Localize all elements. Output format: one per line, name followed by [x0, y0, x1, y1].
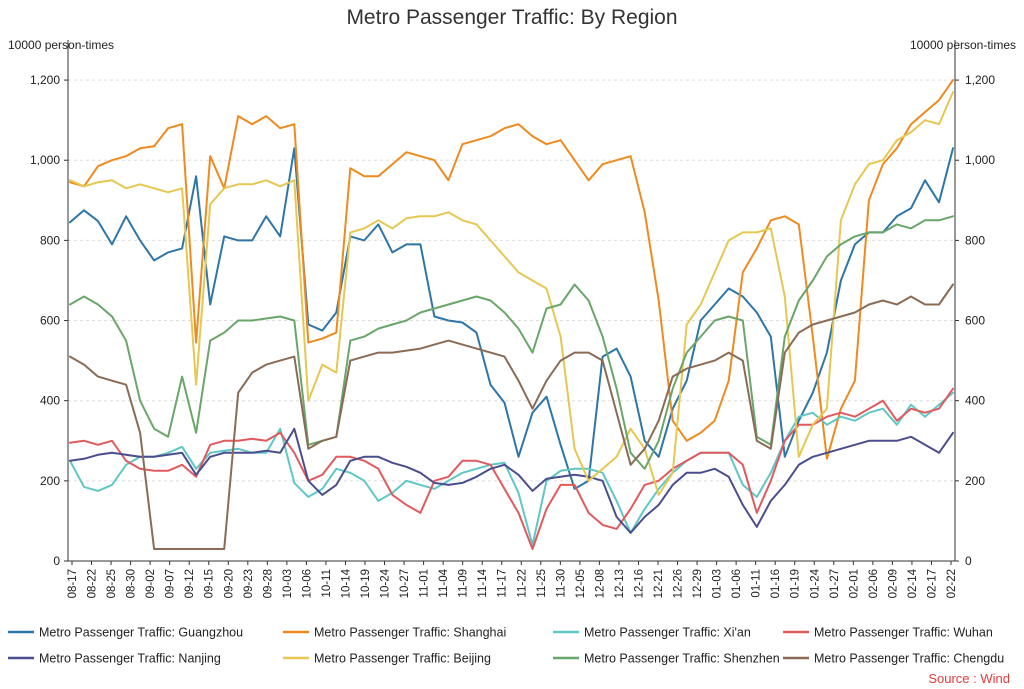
x-tick-label: 12-16	[633, 569, 645, 598]
x-tick-label: 01-27	[829, 569, 841, 598]
x-tick-label: 12-08	[594, 569, 606, 598]
x-tick-label: 01-24	[809, 568, 821, 598]
left-tick-label: 800	[40, 233, 60, 247]
x-tick-label: 11-09	[458, 569, 470, 598]
right-tick-label: 800	[965, 233, 985, 247]
x-tick-label: 01-19	[790, 569, 802, 598]
x-tick-label: 11-22	[516, 569, 528, 598]
x-tick-label: 08-25	[106, 569, 118, 598]
series-lines	[69, 79, 954, 550]
x-tick-label: 11-17	[497, 569, 509, 598]
x-tick-label: 11-30	[555, 569, 567, 598]
legend-item: Metro Passenger Traffic: Nanjing	[8, 652, 221, 666]
x-tick-label: 09-23	[243, 569, 255, 598]
legend-label: Metro Passenger Traffic: Wuhan	[814, 626, 993, 640]
legend-item: Metro Passenger Traffic: Beijing	[283, 652, 491, 666]
left-tick-label: 1,200	[30, 73, 60, 87]
x-tick-label: 10-11	[321, 569, 333, 598]
right-tick-label: 200	[965, 474, 985, 488]
x-tick-label: 10-03	[282, 569, 294, 598]
x-tick-label: 10-06	[301, 569, 313, 598]
x-tick-label: 11-01	[419, 569, 431, 598]
left-axis-unit: 10000 person-times	[8, 38, 114, 52]
x-tick-label: 10-19	[360, 569, 372, 598]
series-line-7	[69, 283, 954, 550]
right-tick-label: 400	[965, 394, 985, 408]
series-line-3	[69, 387, 954, 550]
legend-label: Metro Passenger Traffic: Chengdu	[814, 652, 1004, 666]
legend-item: Metro Passenger Traffic: Shanghai	[283, 626, 506, 640]
x-tick-label: 09-28	[262, 569, 274, 598]
x-tick-label: 09-20	[223, 569, 235, 598]
x-tick-label: 01-06	[731, 569, 743, 598]
left-tick-label: 1,000	[30, 153, 60, 167]
right-axis-unit: 10000 person-times	[910, 38, 1016, 52]
x-tick-label: 10-24	[380, 568, 392, 598]
x-tick-label: 12-21	[653, 569, 665, 598]
x-tick-label: 01-16	[770, 569, 782, 598]
x-tick-label: 10-14	[340, 568, 352, 598]
x-tick-label: 09-12	[184, 569, 196, 598]
x-tick-label: 02-14	[907, 568, 919, 598]
legend-item: Metro Passenger Traffic: Chengdu	[783, 652, 1004, 666]
legend-label: Metro Passenger Traffic: Guangzhou	[39, 626, 243, 640]
legend-item: Metro Passenger Traffic: Wuhan	[783, 626, 993, 640]
legend-label: Metro Passenger Traffic: Nanjing	[39, 652, 221, 666]
left-tick-label: 0	[53, 554, 60, 568]
left-y-axis: 0 200 400 600 800 1,000 1,200	[30, 40, 69, 568]
x-tick-label: 02-01	[848, 569, 860, 598]
x-tick-label: 11-04	[438, 568, 450, 597]
x-tick-label: 11-25	[536, 569, 548, 598]
series-line-0	[69, 147, 954, 490]
x-tick-label: 02-22	[946, 569, 958, 598]
left-tick-label: 400	[40, 394, 60, 408]
gridlines	[68, 79, 955, 482]
x-tick-label: 12-29	[692, 569, 704, 598]
right-tick-label: 0	[965, 554, 972, 568]
source-note: Source : Wind	[928, 671, 1010, 686]
legend-item: Metro Passenger Traffic: Guangzhou	[8, 626, 243, 640]
x-tick-label: 08-30	[126, 569, 138, 598]
x-tick-label: 02-09	[887, 569, 899, 598]
series-line-4	[69, 427, 954, 534]
legend-label: Metro Passenger Traffic: Beijing	[314, 652, 491, 666]
x-tick-label: 02-17	[926, 569, 938, 598]
right-tick-label: 600	[965, 314, 985, 328]
x-tick-label: 01-03	[712, 569, 724, 598]
x-tick-label: 10-27	[399, 569, 411, 598]
x-tick-label: 12-05	[575, 569, 587, 598]
x-tick-label: 09-15	[204, 569, 216, 598]
x-tick-label: 08-17	[67, 569, 79, 598]
x-tick-label: 11-14	[477, 568, 489, 597]
left-tick-label: 600	[40, 314, 60, 328]
legend-item: Metro Passenger Traffic: Xi'an	[553, 626, 751, 640]
left-tick-label: 200	[40, 474, 60, 488]
legend-item: Metro Passenger Traffic: Shenzhen	[553, 652, 780, 666]
series-line-6	[69, 215, 954, 470]
x-tick-label: 09-02	[145, 569, 157, 598]
legend: Metro Passenger Traffic: Guangzhou Metro …	[8, 626, 1004, 666]
x-tick-label: 12-13	[614, 569, 626, 598]
x-tick-label: 02-06	[868, 569, 880, 598]
right-tick-label: 1,000	[965, 153, 995, 167]
series-line-2	[69, 391, 954, 546]
legend-label: Metro Passenger Traffic: Shenzhen	[584, 652, 780, 666]
legend-label: Metro Passenger Traffic: Shanghai	[314, 626, 506, 640]
x-tick-label: 09-07	[165, 569, 177, 598]
x-tick-label: 08-22	[87, 569, 99, 598]
right-tick-label: 1,200	[965, 73, 995, 87]
x-tick-label: 12-26	[673, 569, 685, 598]
right-y-axis: 0 200 400 600 800 1,000 1,200	[954, 40, 995, 568]
x-axis: 08-17 08-22 08-25 08-30 09-02 09-07 09-12 09-15…	[67, 560, 958, 598]
chart-title: Metro Passenger Traffic: By Region	[346, 6, 677, 29]
legend-label: Metro Passenger Traffic: Xi'an	[584, 626, 751, 640]
series-line-5	[69, 91, 954, 496]
series-line-1	[69, 79, 954, 460]
x-tick-label: 01-11	[751, 569, 763, 598]
